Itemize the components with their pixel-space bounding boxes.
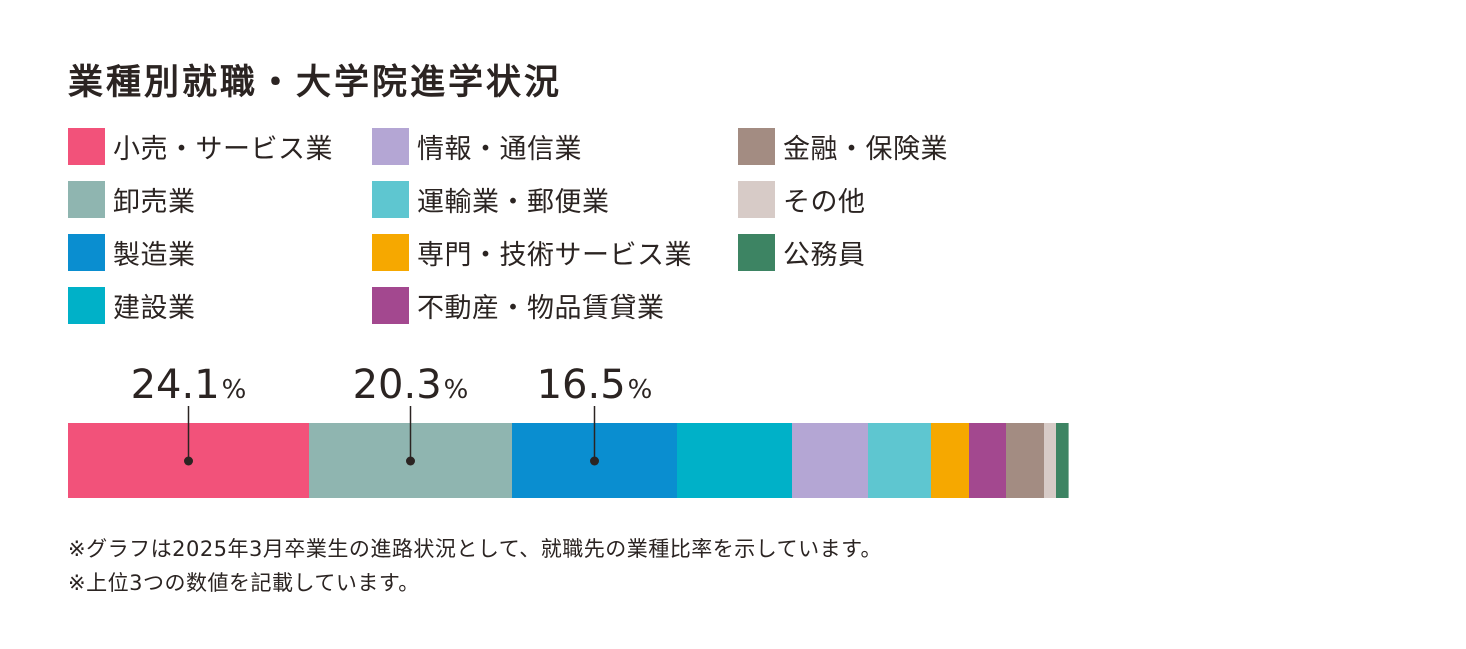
legend-label: 公務員: [783, 239, 866, 271]
legend-label: 金融・保険業: [783, 133, 948, 165]
legend-swatch: [68, 286, 105, 324]
bar-segment: [969, 423, 1007, 498]
bar-segment: [931, 423, 970, 498]
chart-notes: ※グラフは2025年3月卒業生の進路状況として、就職先の業種比率を示しています。…: [68, 532, 882, 600]
data-label: 24.1%: [131, 362, 247, 408]
bar-segment: [677, 423, 793, 498]
legend-label: 小売・サービス業: [113, 133, 333, 165]
legend-label: 製造業: [113, 239, 196, 271]
legend-label: その他: [783, 186, 866, 218]
chart-title: 業種別就職・大学院進学状況: [68, 63, 563, 103]
legend-swatch: [738, 180, 775, 218]
leader-dot: [184, 456, 193, 466]
data-label: 20.3%: [353, 362, 469, 408]
chart-legend: 小売・サービス業 卸売業製造業建設業 情報・通信業 運輸業・郵便業専門・技術サービス業…: [68, 127, 1028, 327]
bar-segment: [1006, 423, 1045, 498]
legend-item: 専門・技術サービス業: [372, 233, 692, 271]
legend-swatch: [738, 233, 775, 271]
legend-label: 情報・通信業: [417, 133, 582, 165]
legend-swatch: [372, 233, 409, 271]
legend-swatch: [738, 127, 775, 165]
legend-item: 公務員: [738, 233, 866, 271]
legend-swatch: [68, 233, 105, 271]
legend-swatch: [68, 180, 105, 218]
legend-item: その他: [738, 180, 866, 218]
note-line-2: ※上位3つの数値を記載しています。: [68, 571, 420, 595]
leader-dot: [406, 456, 415, 466]
legend-swatch: [372, 180, 409, 218]
leader-dot: [590, 456, 599, 466]
legend-swatch: [372, 286, 409, 324]
legend-item: 金融・保険業: [738, 127, 948, 165]
bar-segment: [868, 423, 932, 498]
legend-label: 建設業: [113, 292, 196, 324]
legend-item: 不動産・物品賃貸業: [372, 286, 665, 324]
legend-label: 不動産・物品賃貸業: [417, 292, 665, 324]
legend-swatch: [372, 127, 409, 165]
legend-label: 運輸業・郵便業: [417, 186, 610, 218]
bar-segment: [1044, 423, 1057, 498]
legend-item: 小売・サービス業: [68, 127, 333, 165]
note-line-1: ※グラフは2025年3月卒業生の進路状況として、就職先の業種比率を示しています。: [68, 537, 882, 561]
bar-segment: [1056, 423, 1069, 498]
legend-swatch: [68, 127, 105, 165]
bar-segment: [792, 423, 869, 498]
legend-label: 専門・技術サービス業: [417, 239, 692, 271]
data-label: 16.5%: [537, 362, 653, 408]
legend-item: 製造業: [68, 233, 196, 271]
legend-item: 卸売業: [68, 180, 196, 218]
legend-item: 情報・通信業: [372, 127, 582, 165]
legend-item: 運輸業・郵便業: [372, 180, 610, 218]
legend-item: 建設業: [68, 286, 196, 324]
legend-label: 卸売業: [113, 186, 196, 218]
